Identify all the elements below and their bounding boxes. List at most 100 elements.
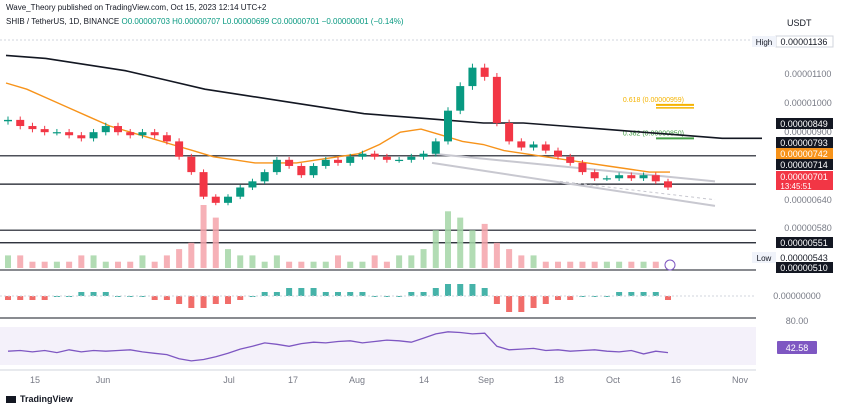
x-tick-label: Aug — [349, 375, 365, 385]
macd-histogram-bar — [396, 296, 403, 297]
volume-bar — [628, 261, 635, 268]
candle-body — [285, 159, 294, 166]
volume-bar — [481, 223, 488, 268]
volume-bar — [310, 261, 317, 268]
volume-bar — [420, 249, 427, 268]
candle-body — [126, 132, 135, 136]
macd-histogram-bar — [616, 292, 623, 296]
brand-text: TradingView — [20, 394, 73, 404]
price-tag-side — [752, 252, 776, 263]
candle-body — [16, 119, 25, 127]
price-tag — [776, 159, 833, 170]
macd-histogram-bar — [237, 296, 244, 300]
macd-histogram-bar — [665, 296, 671, 300]
volume-bar — [555, 261, 561, 268]
macd-histogram-bar — [5, 296, 11, 300]
volume-bar — [530, 255, 537, 268]
macd-histogram-bar — [420, 292, 427, 296]
channel-upper-line — [431, 152, 716, 183]
candle-body — [248, 181, 257, 188]
macd-histogram-bar — [212, 296, 219, 304]
volume-bar — [17, 255, 24, 268]
candle-body — [468, 67, 477, 87]
volume-bar — [469, 230, 476, 268]
candle-body — [334, 159, 342, 163]
rsi-axis-tick: 80.00 — [786, 316, 809, 326]
candle-body — [541, 144, 550, 151]
candle-body — [187, 156, 196, 173]
candle-body — [651, 175, 660, 182]
macd-histogram-bar — [163, 296, 170, 300]
volume-bar — [371, 255, 378, 268]
tradingview-logo: TradingView — [6, 394, 73, 404]
candle-body — [664, 181, 672, 188]
macd-histogram-bar — [542, 296, 549, 304]
volume-bar — [603, 261, 610, 268]
candle-body — [382, 156, 391, 160]
volume-bar — [445, 211, 451, 268]
candle-body — [236, 187, 245, 197]
x-tick-label: Sep — [478, 375, 494, 385]
volume-bar — [579, 261, 586, 268]
volume-bar — [212, 217, 219, 268]
price-tag — [776, 148, 833, 159]
candle-body — [114, 126, 122, 133]
candle-body — [492, 76, 501, 123]
rsi-band — [0, 327, 756, 365]
price-tag-value: 0.00000742 — [780, 149, 828, 159]
volume-bar — [66, 261, 73, 268]
volume-bar — [29, 261, 36, 268]
volume-bar — [457, 217, 464, 268]
macd-histogram-bar — [506, 296, 513, 312]
macd-histogram-bar — [652, 292, 659, 296]
macd-histogram-bar — [591, 296, 598, 297]
macd-histogram-bar — [225, 296, 231, 304]
volume-bar — [298, 261, 305, 268]
volume-bar — [237, 255, 244, 268]
volume-bar — [273, 255, 280, 268]
symbol-name: SHIB / TetherUS, 1D, BINANCE — [6, 17, 120, 26]
price-tag — [776, 252, 833, 263]
macd-histogram-bar — [359, 292, 366, 296]
volume-bar — [139, 255, 146, 268]
volume-bar — [78, 255, 85, 268]
candle-body — [309, 165, 318, 176]
macd-histogram-bar — [298, 288, 305, 296]
macd-histogram-bar — [90, 292, 97, 296]
volume-bar — [493, 242, 500, 268]
ema-200-line — [5, 54, 762, 140]
volume-bar — [249, 255, 256, 268]
tradingview-mark-icon — [6, 396, 16, 404]
volume-bar — [151, 261, 158, 268]
candle-body — [272, 159, 281, 173]
macd-histogram-bar — [261, 292, 268, 296]
candle-body — [346, 156, 355, 163]
price-tag — [776, 137, 833, 148]
candle-body — [150, 132, 159, 136]
fib-level-label: 0.618 (0.00000959) — [623, 97, 684, 104]
price-tag — [776, 262, 833, 273]
candle-body — [321, 159, 330, 166]
candle-body — [590, 172, 599, 179]
x-tick-label: 18 — [554, 375, 564, 385]
candle-body — [65, 132, 74, 136]
symbol-line: SHIB / TetherUS, 1D, BINANCE O0.00000703… — [6, 17, 404, 26]
x-tick-label: Jul — [223, 375, 235, 385]
candle-body — [89, 132, 98, 139]
candle-body — [517, 141, 526, 148]
x-tick-label: Jun — [96, 375, 111, 385]
macd-histogram-bar — [518, 296, 525, 312]
macd-histogram-bar — [127, 296, 134, 297]
macd-histogram-bar — [29, 296, 36, 300]
price-axis-tick: 0.00000640 — [784, 195, 832, 205]
price-axis-tick: 0.00001000 — [784, 98, 832, 108]
volume-bar — [286, 261, 293, 268]
price-tag-value: 0.00000793 — [780, 138, 828, 148]
candle-body — [175, 141, 184, 157]
price-tag-value: 0.00000701 — [780, 172, 828, 182]
ohlc-values: O0.00000703 H0.00000707 L0.00000699 C0.0… — [121, 17, 404, 26]
candle-body — [407, 156, 416, 160]
price-tag-value: 0.00000543 — [780, 253, 828, 263]
x-tick-label: Nov — [732, 375, 749, 385]
macd-histogram-bar — [273, 292, 280, 296]
